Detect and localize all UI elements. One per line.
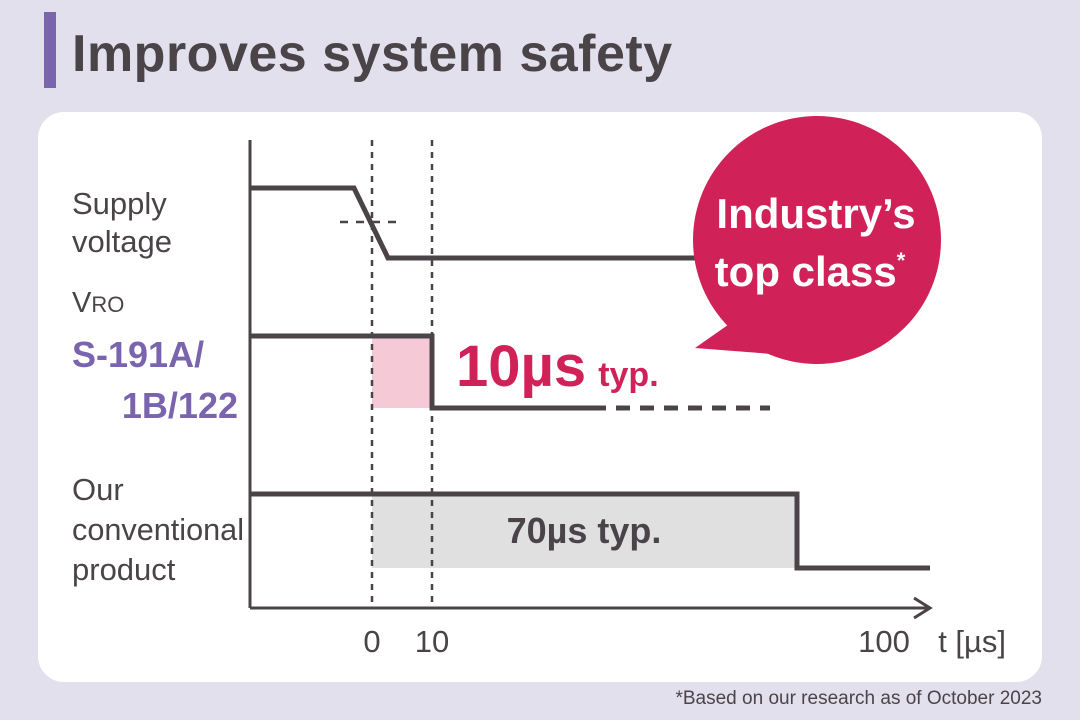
conventional-label-line2: conventional (72, 512, 244, 547)
conventional-waveform (250, 491, 930, 571)
tick-label-100: 100 (858, 624, 910, 659)
industry-top-class-badge: Industry’s top class* (693, 116, 941, 364)
fast-response-area (372, 337, 432, 408)
vro-label: VRO (72, 287, 124, 319)
x-axis-arrow (913, 596, 933, 620)
badge-line2: top class* (715, 248, 906, 295)
fast-response-value: 10µs typ. (456, 334, 659, 399)
slow-response-area (372, 494, 796, 568)
badge-line1: Industry’s (716, 190, 915, 237)
model-label-line2: 1B/122 (122, 385, 238, 426)
vro-label-prefix: V (72, 287, 92, 319)
model-label-line1: S-191A/ (72, 334, 204, 375)
vro-label-suffix: RO (91, 292, 124, 317)
conventional-label-line3: product (72, 552, 176, 587)
supply-voltage-waveform (250, 185, 700, 261)
title-accent-bar (44, 12, 56, 88)
page-title: Improves system safety (72, 25, 673, 83)
tick-label-0: 0 (363, 624, 380, 659)
supply-label-line2: voltage (72, 224, 172, 259)
vro-waveform (250, 333, 606, 411)
conventional-label-line1: Our (72, 472, 124, 507)
tick-label-10: 10 (415, 624, 449, 659)
supply-label-line1: Supply (72, 186, 167, 221)
x-axis-label: t [µs] (938, 624, 1006, 659)
footnote: *Based on our research as of October 202… (675, 688, 1042, 709)
slow-response-value: 70µs typ. (507, 510, 662, 551)
